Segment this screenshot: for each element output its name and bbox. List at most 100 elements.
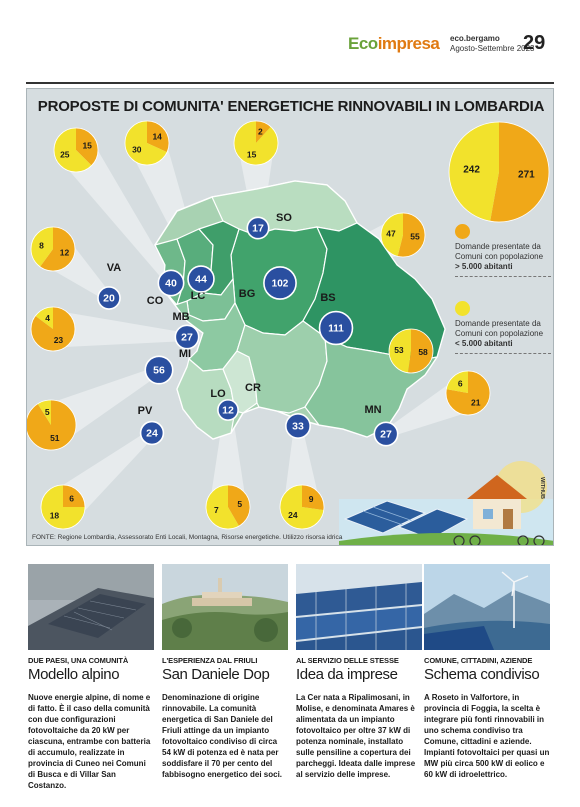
badge-value: 44 [195, 274, 207, 286]
pie-value-small: 47 [386, 229, 396, 239]
legend-large-text: Domande presentate da Comuni con popolaz… [455, 242, 544, 261]
legend-large: Domande presentate da Comuni con popolaz… [455, 224, 551, 277]
article-headline: Idea da imprese [296, 666, 398, 683]
badge-circle [144, 355, 174, 385]
pie-outline [30, 306, 76, 352]
legend-swatch-small [455, 301, 470, 316]
badge-value: 24 [146, 428, 158, 440]
article-photo-solar-parking [296, 564, 422, 650]
pie-outline [53, 127, 99, 173]
article-kicker: AL SERVIZIO DELLE STESSE [296, 656, 399, 665]
pie-mb: 23 4 [30, 306, 76, 352]
pie-value-small: 4 [45, 313, 50, 323]
province-pv [176, 357, 236, 440]
issue-date: Agosto-Settembre 2023 [450, 44, 535, 53]
pie-cr: 9 24 [279, 484, 325, 530]
pie-value-small: 30 [132, 145, 142, 155]
pie-value-small: 25 [60, 150, 70, 160]
pie-slice-large [63, 485, 85, 507]
pie-value-large: 23 [54, 335, 64, 345]
badge-value: 102 [272, 279, 289, 290]
pie-outline [124, 120, 170, 166]
pie-pv: 6 18 [40, 484, 86, 530]
province-label-cr: CR [245, 382, 261, 394]
pie-slice-small [381, 213, 403, 257]
pie-slice-large [397, 213, 425, 257]
pie-value-large: 51 [50, 433, 60, 443]
badge-value: 17 [252, 223, 264, 235]
badge-circle [285, 413, 311, 439]
pie-lc: 14 30 [124, 120, 170, 166]
badge-circle [174, 324, 200, 350]
province-label-so: SO [276, 212, 292, 224]
pie-slice-large [76, 128, 99, 166]
badge-value: 27 [181, 332, 193, 344]
badge-circle [373, 421, 399, 447]
pie-bs: 58 53 [388, 328, 434, 374]
pie-slice-small [125, 121, 168, 165]
pie-outline [388, 328, 434, 374]
pie-slice-small [41, 485, 85, 529]
pie-value-small: 7 [214, 505, 219, 515]
badge-value: 20 [103, 293, 115, 305]
pie-slice-small [234, 121, 278, 165]
province-label-lo: LO [210, 388, 226, 400]
pie-slice-large [302, 485, 324, 511]
pie-slice-small [35, 307, 53, 329]
issue-info: eco.bergamo Agosto-Settembre 2023 [450, 34, 535, 54]
pie-value-small: 53 [394, 345, 404, 355]
pie-value-large: 5 [237, 499, 242, 509]
province-label-mi: MI [179, 348, 191, 360]
province-label-pv: PV [138, 405, 153, 417]
badge-circle [187, 265, 215, 293]
pie-value-small: 5 [45, 407, 50, 417]
pie-outline [448, 121, 550, 223]
pie-total: 271 242 [448, 121, 550, 223]
pie-slice-large [490, 122, 549, 222]
badge-value: 56 [153, 365, 165, 377]
lombardy-map: 2151281525143055475853234515618579242162… [27, 120, 553, 545]
badge-circle [157, 269, 185, 297]
legend-small-text: Domande presentate da Comuni con popolaz… [455, 319, 544, 338]
badge-value: 40 [165, 278, 177, 290]
pie-outline [380, 212, 426, 258]
site-name: eco.bergamo [450, 34, 500, 43]
article-photo-hill-town [162, 564, 288, 650]
masthead: Ecoimpresa eco.bergamo Agosto-Settembre … [0, 28, 580, 62]
article-modello-alpino: DUE PAESI, UNA COMUNITÀ Modello alpino N… [28, 564, 154, 791]
pie-charts: 2151281525143055475853234515618579242162… [27, 120, 550, 530]
province-cr [236, 320, 328, 414]
pie-value-small: 6 [458, 379, 463, 389]
article-body: A Roseto in Valfortore, in provincia di … [424, 693, 550, 779]
province-label-mn: MN [364, 404, 381, 416]
badge-value: 12 [222, 405, 234, 417]
callout-beam [237, 142, 275, 229]
pie-value-large: 6 [69, 493, 74, 503]
pie-value-small: 8 [39, 240, 44, 250]
province-labels: SO VA CO LC BG BS MB MI PV LO CR MN [107, 212, 382, 417]
total-badge-va: 20 [97, 286, 121, 310]
pie-bg: 55 47 [380, 212, 426, 258]
pie-outline [279, 484, 325, 530]
pie-so: 2 15 [233, 120, 279, 166]
total-badge-lc: 44 [187, 265, 215, 293]
brand-logo: Ecoimpresa [348, 34, 440, 53]
pie-outline [27, 399, 77, 451]
article-body: Denominazione di origine rinnovabile. La… [162, 693, 283, 779]
article-body: Nuove energie alpine, di nome e di fatto… [28, 693, 151, 790]
pie-value-large: 21 [471, 397, 481, 407]
total-badge-lo: 12 [217, 399, 239, 421]
article-photo-solar-roof [28, 564, 154, 650]
article-headline: Modello alpino [28, 666, 120, 683]
pie-value-large: 14 [152, 131, 162, 141]
pie-slice-large [228, 485, 251, 527]
pie-value-small: 24 [288, 510, 298, 520]
pie-outline [40, 484, 86, 530]
badge-circle [318, 310, 354, 346]
badge-circle [246, 216, 270, 240]
pie-value-large: 2 [258, 127, 263, 137]
total-badge-mn: 27 [373, 421, 399, 447]
pie-value-large: 15 [82, 140, 92, 150]
article-kicker: COMUNE, CITTADINI, AZIENDE [424, 656, 533, 665]
